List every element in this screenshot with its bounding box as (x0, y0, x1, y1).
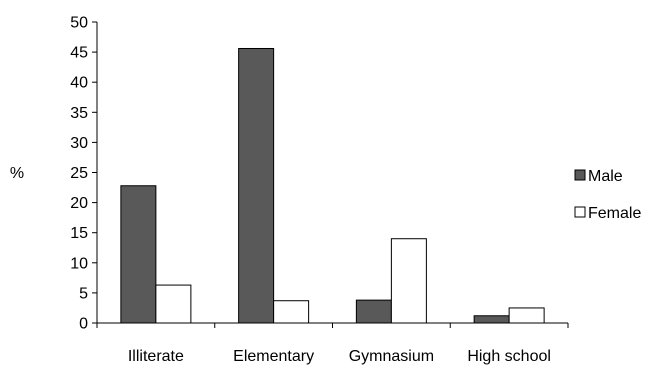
y-tick-label: 5 (79, 285, 88, 302)
y-tick-label: 40 (70, 75, 88, 92)
y-tick-label: 35 (70, 105, 88, 122)
bar-male-illiterate (120, 185, 157, 324)
legend: Male Female (574, 168, 641, 222)
bar-male-high-school (473, 315, 510, 324)
y-tick-label: 30 (70, 135, 88, 152)
bar-female-illiterate (155, 284, 192, 324)
y-tick-label: 50 (70, 15, 88, 32)
bar-male-gymnasium (355, 299, 392, 324)
y-tick-label: 10 (70, 255, 88, 272)
y-tick-label: 45 (70, 45, 88, 62)
x-tick-label: Elementary (233, 348, 314, 365)
y-tick-label: 0 (79, 316, 88, 333)
x-tick-label: Illiterate (128, 348, 184, 365)
legend-label-female: Female (588, 205, 641, 222)
legend-swatch-female (574, 206, 586, 218)
legend-label-male: Male (588, 168, 623, 185)
y-tick-label: 15 (70, 225, 88, 242)
plot-area: 0 5 10 15 20 25 30 35 40 45 50 Illiterate Elementary… (70, 15, 569, 365)
bar-female-gymnasium (390, 238, 427, 324)
x-tick-label: High school (467, 348, 551, 365)
x-tick-label: Gymnasium (349, 348, 434, 365)
legend-swatch-male (574, 169, 586, 181)
y-tick-label: 20 (70, 195, 88, 212)
bar-male-elementary (238, 47, 275, 324)
bar-female-elementary (273, 300, 310, 324)
bar-female-high-school (508, 307, 545, 324)
y-axis-label: % (10, 165, 24, 182)
y-tick-label: 25 (70, 165, 88, 182)
